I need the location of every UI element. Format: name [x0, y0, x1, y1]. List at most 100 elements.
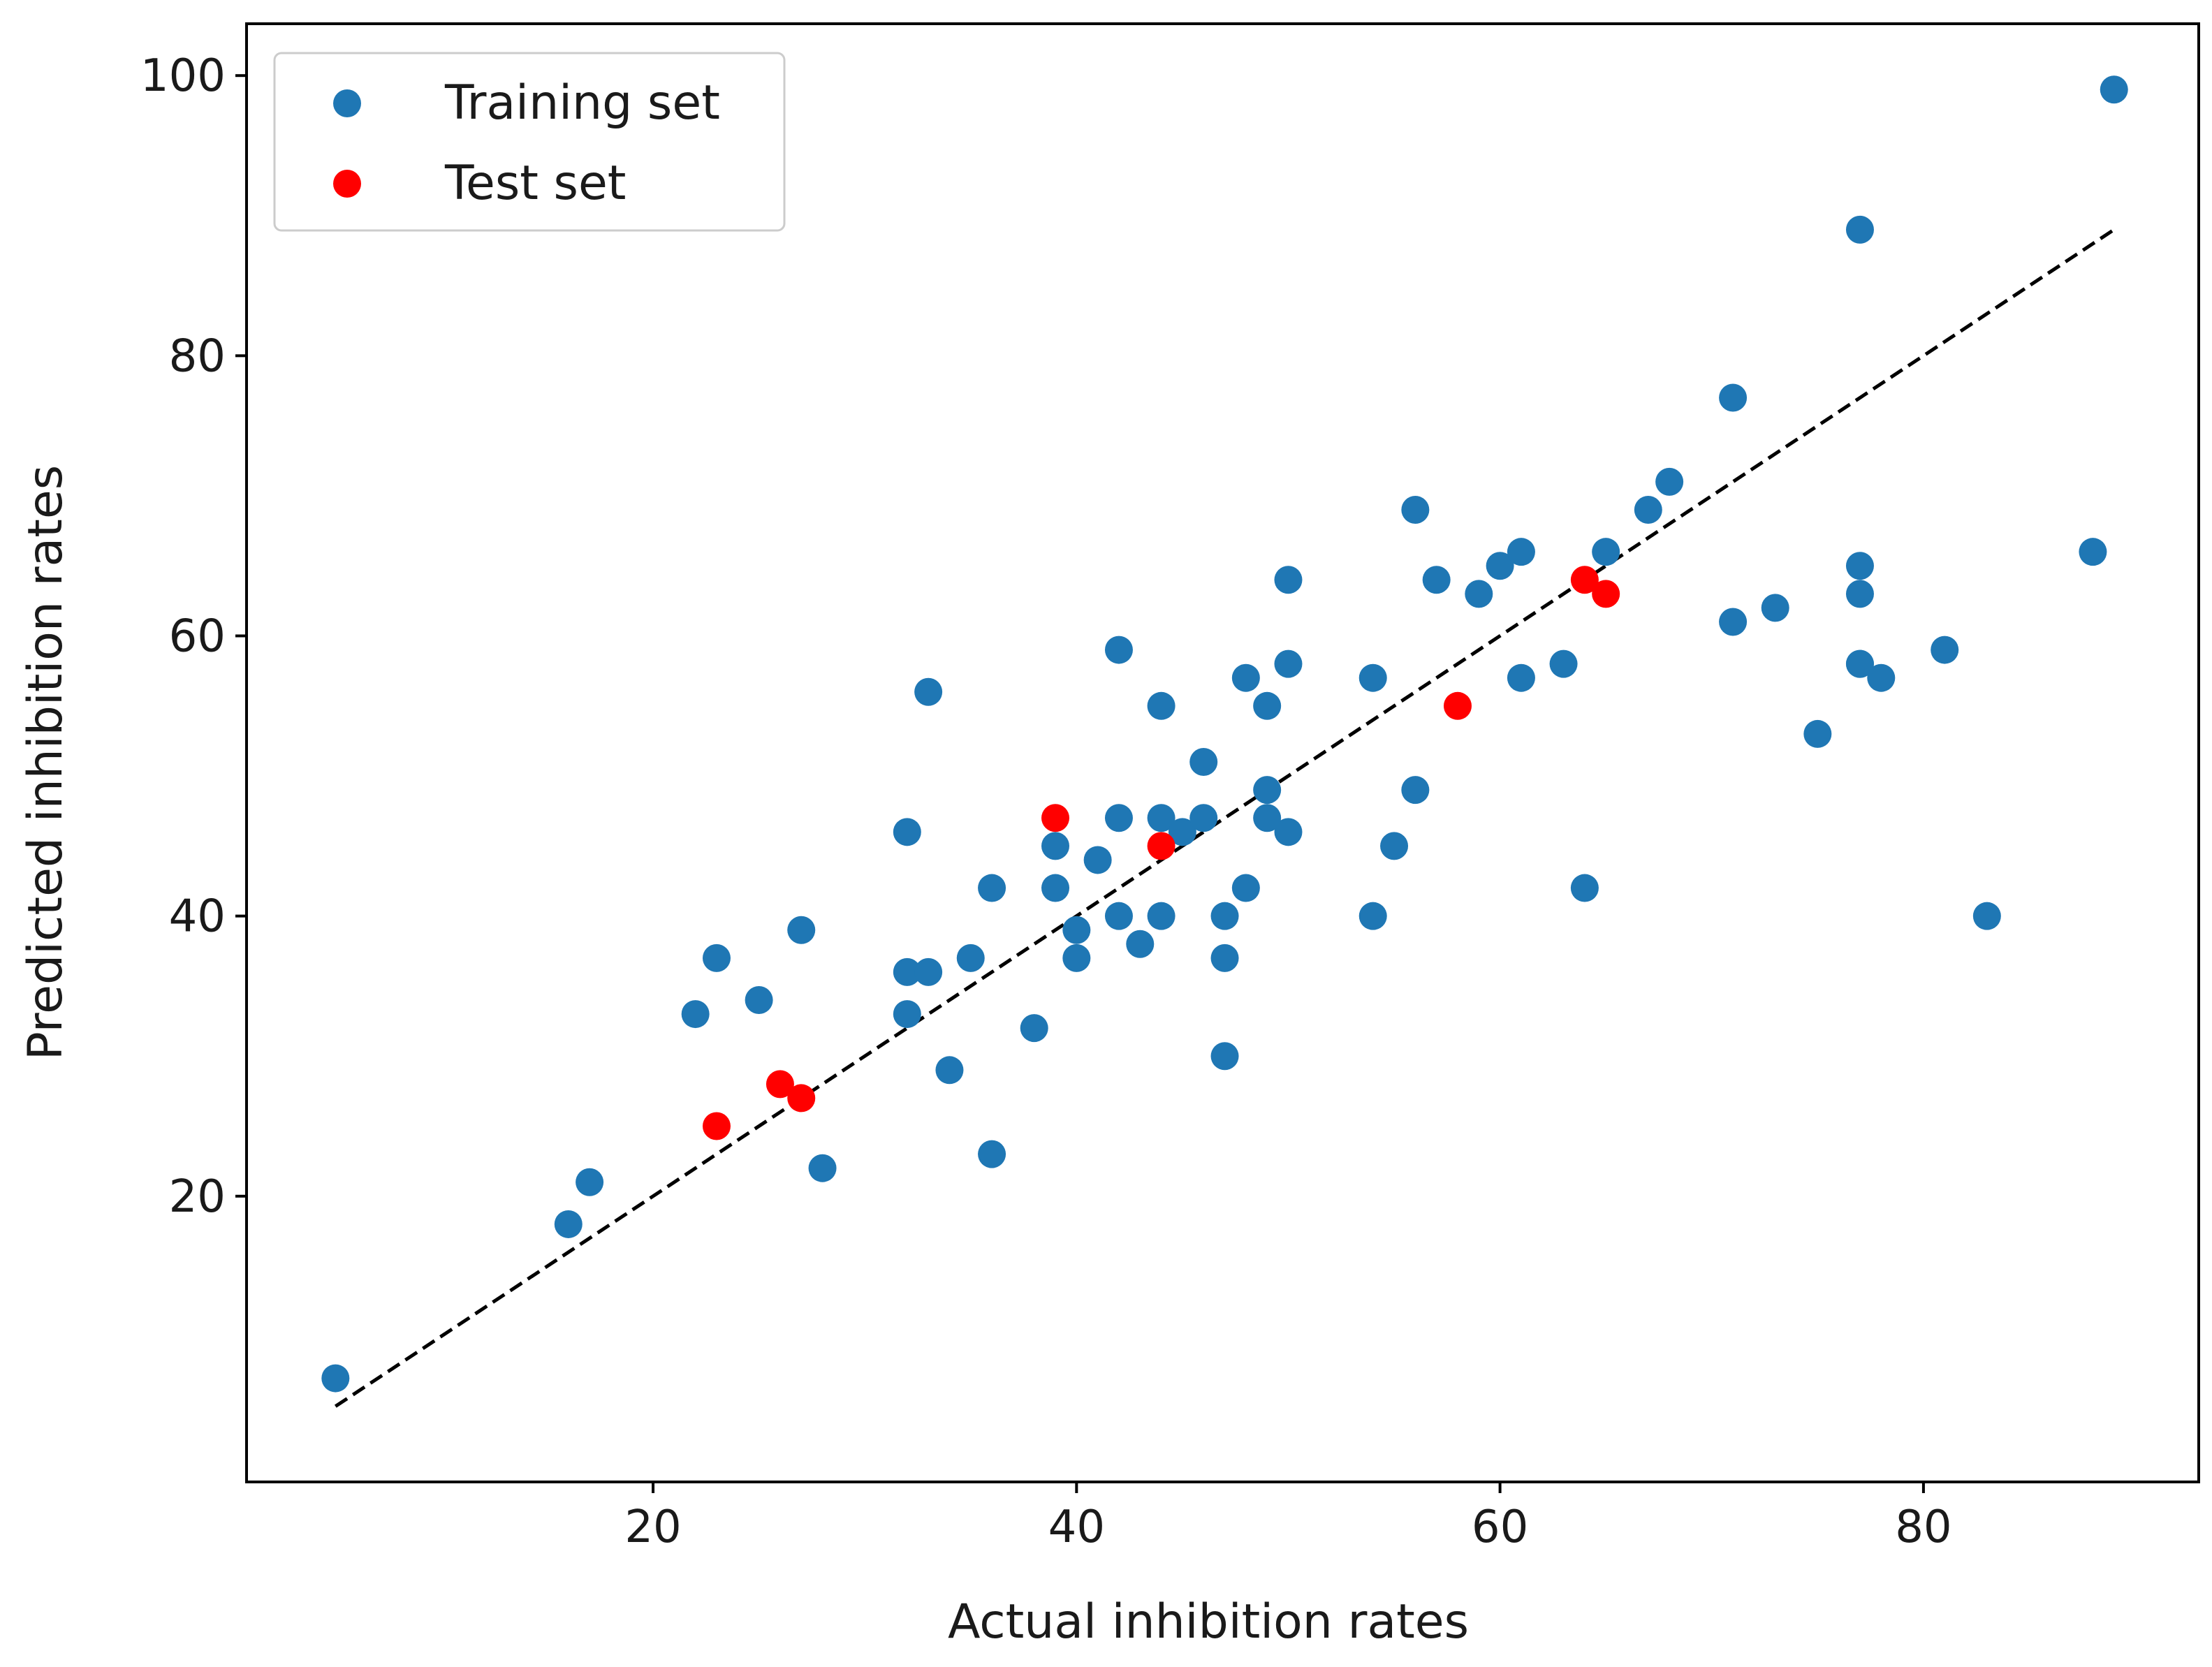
data-point-training: [1655, 467, 1684, 496]
data-point-training: [1253, 804, 1282, 832]
data-point-training: [1401, 496, 1430, 524]
data-point-training: [1380, 832, 1409, 860]
data-point-training: [1867, 663, 1896, 692]
data-point-training: [1274, 818, 1303, 846]
data-point-training: [1486, 552, 1514, 580]
data-point-training: [321, 1364, 350, 1393]
data-point-training: [1147, 804, 1175, 832]
data-point-training: [1168, 818, 1196, 846]
data-point-training: [1507, 663, 1535, 692]
data-point-training: [808, 1154, 837, 1182]
data-point-training: [1845, 580, 1874, 608]
y-tick-label: 80: [169, 330, 226, 382]
data-point-training: [1845, 552, 1874, 580]
data-point-training: [1401, 776, 1430, 805]
data-point-training: [1041, 832, 1070, 860]
y-tick-label: 20: [169, 1171, 226, 1223]
data-point-test: [787, 1084, 816, 1112]
data-point-training: [1104, 804, 1133, 832]
data-point-training: [1253, 691, 1282, 720]
data-point-test: [1147, 832, 1175, 860]
data-point-training: [554, 1210, 583, 1238]
data-point-training: [1549, 649, 1578, 678]
data-point-training: [1083, 846, 1112, 874]
data-point-training: [978, 874, 1006, 902]
y-axis-label: Predicted inhibition rates: [18, 465, 73, 1060]
data-point-training: [1274, 566, 1303, 594]
x-axis-ticks: 20 40 60 80: [624, 1482, 1952, 1553]
data-point-training: [1358, 663, 1387, 692]
data-point-training: [1062, 943, 1091, 972]
data-point-training: [1845, 649, 1874, 678]
data-point-test: [702, 1112, 731, 1140]
data-point-training: [893, 1000, 921, 1029]
data-point-training: [745, 986, 773, 1015]
data-point-test: [1443, 691, 1472, 720]
data-point-training: [1062, 916, 1091, 944]
data-point-training: [1147, 691, 1175, 720]
legend-label-training: Training set: [444, 75, 720, 131]
y-tick-label: 100: [140, 50, 226, 102]
data-point-training: [2100, 75, 2128, 104]
legend-marker-training: [333, 89, 361, 117]
data-point-training: [1761, 594, 1789, 622]
data-point-training: [1845, 215, 1874, 244]
data-point-training: [1592, 538, 1620, 566]
data-point-training: [935, 1056, 964, 1085]
data-point-test: [1592, 580, 1620, 608]
data-point-training: [1126, 930, 1155, 958]
data-point-training: [1634, 496, 1662, 524]
data-point-training: [2079, 538, 2107, 566]
data-point-training: [1210, 902, 1239, 930]
data-point-training: [1358, 902, 1387, 930]
data-point-training: [1274, 649, 1303, 678]
data-point-training: [1719, 608, 1748, 636]
data-point-training: [1210, 943, 1239, 972]
data-point-training: [914, 957, 943, 986]
data-point-training: [1210, 1042, 1239, 1071]
data-point-training: [1104, 636, 1133, 664]
data-point-training: [1253, 776, 1282, 805]
x-axis-label: Actual inhibition rates: [948, 1594, 1469, 1650]
data-point-training: [1570, 874, 1599, 902]
plot-frame: [245, 22, 2200, 1483]
data-point-training: [1231, 874, 1260, 902]
data-point-test: [1041, 804, 1070, 832]
x-tick-label: 40: [1048, 1501, 1105, 1553]
data-point-training: [1507, 538, 1535, 566]
data-point-training: [1041, 874, 1070, 902]
y-axis-ticks: 20 40 60 80 100: [140, 50, 247, 1223]
points-layer: [321, 75, 2128, 1393]
data-point-training: [893, 957, 921, 986]
data-point-training: [1189, 804, 1218, 832]
legend: Training set Test set: [273, 52, 786, 232]
data-point-training: [956, 943, 985, 972]
data-point-training: [893, 818, 921, 846]
data-point-training: [1803, 719, 1832, 748]
legend-label-test: Test set: [444, 156, 626, 211]
y-tick-label: 40: [169, 891, 226, 943]
y-tick-label: 60: [169, 611, 226, 663]
data-point-training: [978, 1140, 1006, 1168]
data-point-training: [681, 1000, 710, 1029]
data-point-training: [1231, 663, 1260, 692]
data-point-training: [1719, 383, 1748, 412]
x-tick-label: 20: [624, 1501, 681, 1553]
data-point-training: [914, 677, 943, 706]
data-point-training: [1972, 902, 2001, 930]
legend-box: [273, 52, 786, 232]
x-tick-label: 80: [1895, 1501, 1951, 1553]
data-point-training: [1020, 1014, 1048, 1043]
data-point-test: [766, 1070, 794, 1099]
legend-marker-test: [333, 170, 361, 198]
data-point-training: [576, 1168, 604, 1196]
x-tick-label: 60: [1472, 1501, 1528, 1553]
data-point-training: [1931, 636, 1959, 664]
data-point-training: [1189, 748, 1218, 777]
data-point-training: [1465, 580, 1493, 608]
data-point-training: [1147, 902, 1175, 930]
data-point-training: [1422, 566, 1451, 594]
data-point-training: [702, 943, 731, 972]
